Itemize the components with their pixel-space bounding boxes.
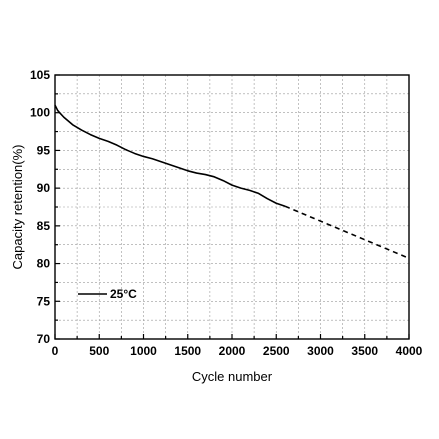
x-axis-title: Cycle number: [192, 369, 273, 384]
x-tick-label: 4000: [396, 344, 423, 358]
y-tick-label: 90: [37, 181, 51, 195]
grid: [55, 75, 409, 339]
ticks: 0 500 1000 1500 2000 2500 3000 3500 4000 70 75 80 85…: [30, 68, 423, 358]
x-tick-label: 500: [89, 344, 109, 358]
x-tick-label: 3000: [307, 344, 334, 358]
series-line-extrapolation: [284, 205, 410, 260]
x-tick-label: 0: [52, 344, 59, 358]
series-line-25c: [54, 104, 286, 208]
y-tick-label: 85: [37, 219, 51, 233]
legend: 25°C: [78, 287, 137, 301]
legend-label-25c: 25°C: [110, 287, 137, 301]
x-tick-label: 2500: [263, 344, 290, 358]
x-tick-label: 1000: [130, 344, 157, 358]
y-tick-label: 70: [37, 332, 51, 346]
x-tick-label: 2000: [219, 344, 246, 358]
x-tick-label: 3500: [351, 344, 378, 358]
y-tick-label: 80: [37, 257, 51, 271]
y-axis-title: Capacity retention(%): [10, 145, 25, 270]
y-tick-label: 105: [30, 68, 50, 82]
y-tick-label: 100: [30, 106, 50, 120]
y-tick-label: 95: [37, 143, 51, 157]
x-tick-label: 1500: [174, 344, 201, 358]
series-layer: [54, 104, 410, 260]
y-tick-label: 75: [37, 294, 51, 308]
